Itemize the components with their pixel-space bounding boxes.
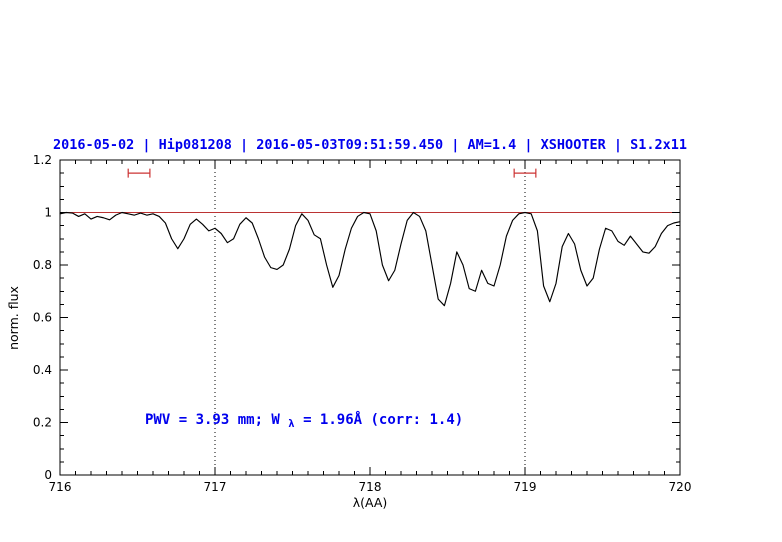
pwv-annotation: PWV = 3.93 mm; W λ = 1.96Å (corr: 1.4) [145, 411, 463, 431]
y-axis-label: norm. flux [6, 286, 21, 350]
plot-frame [59, 159, 681, 476]
y-tick-label: 0 [44, 468, 52, 482]
y-tick-label: 0.8 [33, 258, 52, 272]
plot-title: 2016-05-02 | Hip081208 | 2016-05-03T09:5… [53, 137, 687, 153]
y-tick-label: 1.2 [33, 153, 52, 167]
x-axis-label: λ(AA) [353, 495, 388, 510]
pwv-annotation-part1: PWV = 3.93 mm; W [145, 412, 280, 428]
x-tick-label: 719 [514, 480, 537, 494]
pwv-annotation-subscript: λ [288, 418, 294, 430]
y-tick-label: 1 [44, 206, 52, 220]
x-tick-label: 717 [204, 480, 227, 494]
x-tick-label: 716 [49, 480, 72, 494]
x-tick-label: 720 [669, 480, 692, 494]
chart-layers: 716 717 718 719 720 0 0.2 0.4 0.6 0.8 1 1.2 [33, 153, 692, 494]
pwv-annotation-part2: = 1.96Å (corr: 1.4) [303, 411, 463, 428]
x-tick-label: 718 [359, 480, 382, 494]
y-tick-label: 0.2 [33, 416, 52, 430]
y-tick-label: 0.6 [33, 311, 52, 325]
y-tick-label: 0.4 [33, 363, 52, 377]
spectrum-line [59, 211, 681, 307]
